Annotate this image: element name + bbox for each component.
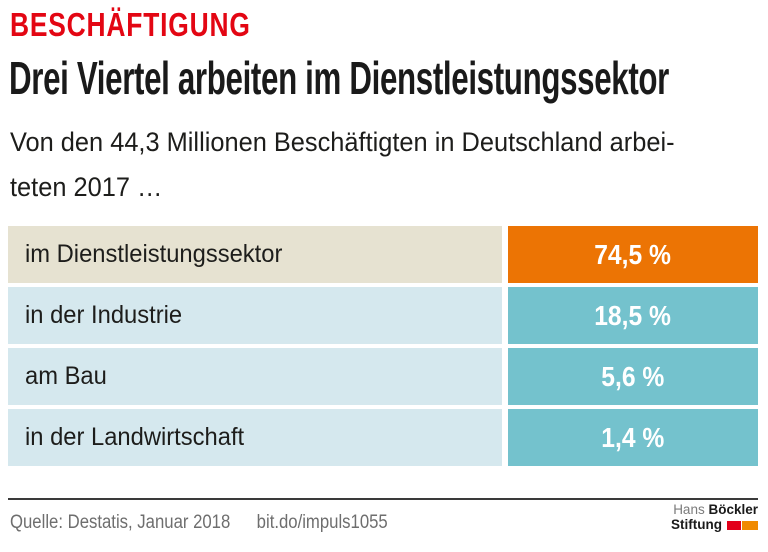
logo-red-block (727, 520, 741, 530)
row-label-text: am Bau (25, 362, 107, 390)
logo-stiftung: Stiftung (671, 516, 722, 532)
row-label-text: im Dienstleistungssektor (25, 240, 283, 268)
row-label-text: in der Landwirtschaft (25, 423, 245, 451)
bar-chart: im Dienstleistungssektor 74,5 % in der I… (0, 226, 768, 470)
footer-divider (8, 498, 758, 500)
row-label-industrie: in der Industrie (8, 287, 502, 344)
page-title: Drei Viertel arbeiten im Dienstleistungs… (9, 52, 768, 104)
logo-boeckler: Böckler (708, 502, 758, 517)
table-row: am Bau 5,6 % (0, 348, 768, 405)
bar-dienstleistungssektor: 74,5 % (508, 226, 758, 283)
bar-value: 1,4 % (601, 421, 665, 453)
row-label-text: in der Industrie (25, 301, 183, 329)
bar-bau: 5,6 % (508, 348, 758, 405)
logo-color-blocks (727, 518, 758, 533)
row-label-dienstleistungssektor: im Dienstleistungssektor (8, 226, 502, 283)
bar-value: 5,6 % (601, 360, 665, 392)
bar-landwirtschaft: 1,4 % (508, 409, 758, 466)
bar-value: 74,5 % (594, 238, 672, 270)
table-row: im Dienstleistungssektor 74,5 % (0, 226, 768, 283)
logo-hans: Hans (673, 502, 705, 517)
kicker: BESCHÄFTIGUNG (10, 8, 311, 42)
source-line: Quelle: Destatis, Januar 2018 bit.do/impu… (10, 509, 439, 537)
table-row: in der Industrie 18,5 % (0, 287, 768, 344)
bar-value: 18,5 % (594, 299, 672, 331)
shortlink[interactable]: bit.do/impuls1055 (256, 512, 388, 533)
subtitle-text: Von den 44,3 Millionen Beschäftigten in … (10, 127, 675, 202)
row-label-landwirtschaft: in der Landwirtschaft (8, 409, 502, 466)
row-label-bau: am Bau (8, 348, 502, 405)
logo-line-1: Hans Böckler (671, 502, 758, 518)
hans-boeckler-stiftung-logo: Hans Böckler Stiftung (671, 502, 758, 533)
table-row: in der Landwirtschaft 1,4 % (0, 409, 768, 466)
bar-industrie: 18,5 % (508, 287, 758, 344)
subtitle: Von den 44,3 Millionen Beschäftigten in … (10, 120, 717, 210)
logo-line-2: Stiftung (671, 516, 758, 533)
source-text: Quelle: Destatis, Januar 2018 (10, 512, 231, 533)
page-title-text: Drei Viertel arbeiten im Dienstleistungs… (9, 52, 670, 104)
kicker-label: BESCHÄFTIGUNG (10, 6, 251, 43)
logo-orange-block (742, 520, 758, 530)
